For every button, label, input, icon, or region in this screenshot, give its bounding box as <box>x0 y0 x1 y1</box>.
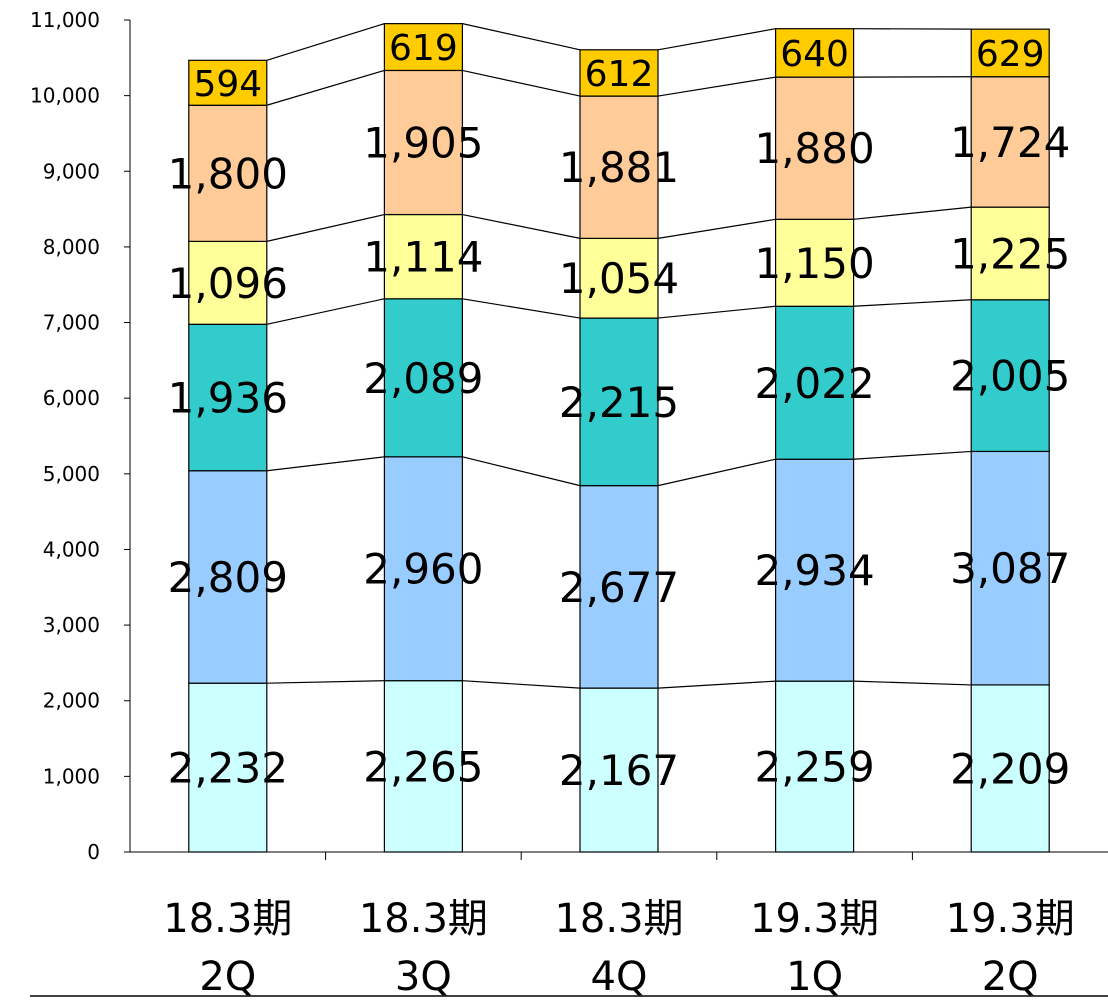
y-tick-label: 6,000 <box>43 386 100 410</box>
data-label: 2,005 <box>950 352 1070 401</box>
series-connector-line <box>658 306 776 318</box>
data-label: 612 <box>585 54 654 95</box>
series-connector-line <box>267 24 385 61</box>
series-connector-line <box>267 70 385 105</box>
data-label: 2,677 <box>559 563 679 612</box>
y-tick-label: 2,000 <box>43 689 100 713</box>
series-connector-line <box>854 207 972 219</box>
series-connector-line <box>854 300 972 307</box>
data-label: 2,215 <box>559 378 679 427</box>
data-label: 1,880 <box>754 124 874 173</box>
data-label: 1,096 <box>168 259 288 308</box>
data-label: 2,232 <box>168 744 288 793</box>
series-connector-line <box>854 681 972 685</box>
y-tick-label: 1,000 <box>43 764 100 788</box>
series-connector-line <box>462 24 580 50</box>
data-label: 2,960 <box>363 545 483 594</box>
data-label: 2,209 <box>950 744 1070 793</box>
data-label: 619 <box>389 28 458 69</box>
data-label: 2,089 <box>363 354 483 403</box>
y-tick-label: 3,000 <box>43 613 100 637</box>
data-label: 594 <box>193 64 262 105</box>
x-category-label: 3Q <box>395 954 452 998</box>
data-label: 2,934 <box>754 546 874 595</box>
series-connector-line <box>658 681 776 688</box>
data-label: 2,167 <box>559 746 679 795</box>
series-connector-line <box>658 77 776 96</box>
x-category-label: 19.3期 <box>750 896 879 942</box>
data-label: 2,022 <box>754 359 874 408</box>
x-category-label: 2Q <box>199 954 256 998</box>
x-category-label: 18.3期 <box>554 896 683 942</box>
series-connector-line <box>658 219 776 238</box>
x-category-label: 1Q <box>786 954 843 998</box>
x-category-label: 19.3期 <box>946 896 1075 942</box>
y-tick-label: 7,000 <box>43 311 100 335</box>
x-category-label: 4Q <box>591 954 648 998</box>
series-connector-line <box>267 457 385 471</box>
data-label: 1,150 <box>754 239 874 288</box>
data-label: 2,809 <box>168 553 288 602</box>
data-label: 2,265 <box>363 742 483 791</box>
series-connector-line <box>462 70 580 96</box>
y-tick-label: 9,000 <box>43 159 100 183</box>
data-label: 629 <box>976 34 1045 75</box>
y-tick-label: 8,000 <box>43 235 100 259</box>
data-label: 1,881 <box>559 143 679 192</box>
y-tick-label: 0 <box>87 840 100 864</box>
series-connector-line <box>854 451 972 459</box>
y-tick-label: 4,000 <box>43 537 100 561</box>
data-label: 1,724 <box>950 118 1070 167</box>
data-label: 2,259 <box>754 743 874 792</box>
series-connector-line <box>462 681 580 688</box>
data-label: 1,800 <box>168 149 288 198</box>
data-label: 3,087 <box>950 544 1070 593</box>
y-tick-label: 10,000 <box>30 84 100 108</box>
data-label: 1,114 <box>363 233 483 282</box>
series-connector-line <box>462 457 580 486</box>
y-tick-label: 5,000 <box>43 462 100 486</box>
data-label: 1,905 <box>363 118 483 167</box>
x-category-label: 2Q <box>982 954 1039 998</box>
y-tick-label: 11,000 <box>30 8 100 32</box>
data-label: 640 <box>780 34 849 75</box>
data-label: 1,054 <box>559 254 679 303</box>
data-label: 1,936 <box>168 374 288 423</box>
x-category-label: 18.3期 <box>359 896 488 942</box>
series-connector-line <box>267 681 385 683</box>
data-label: 1,225 <box>950 229 1070 278</box>
series-connector-line <box>658 29 776 50</box>
x-category-label: 18.3期 <box>163 896 292 942</box>
series-connector-line <box>658 459 776 485</box>
